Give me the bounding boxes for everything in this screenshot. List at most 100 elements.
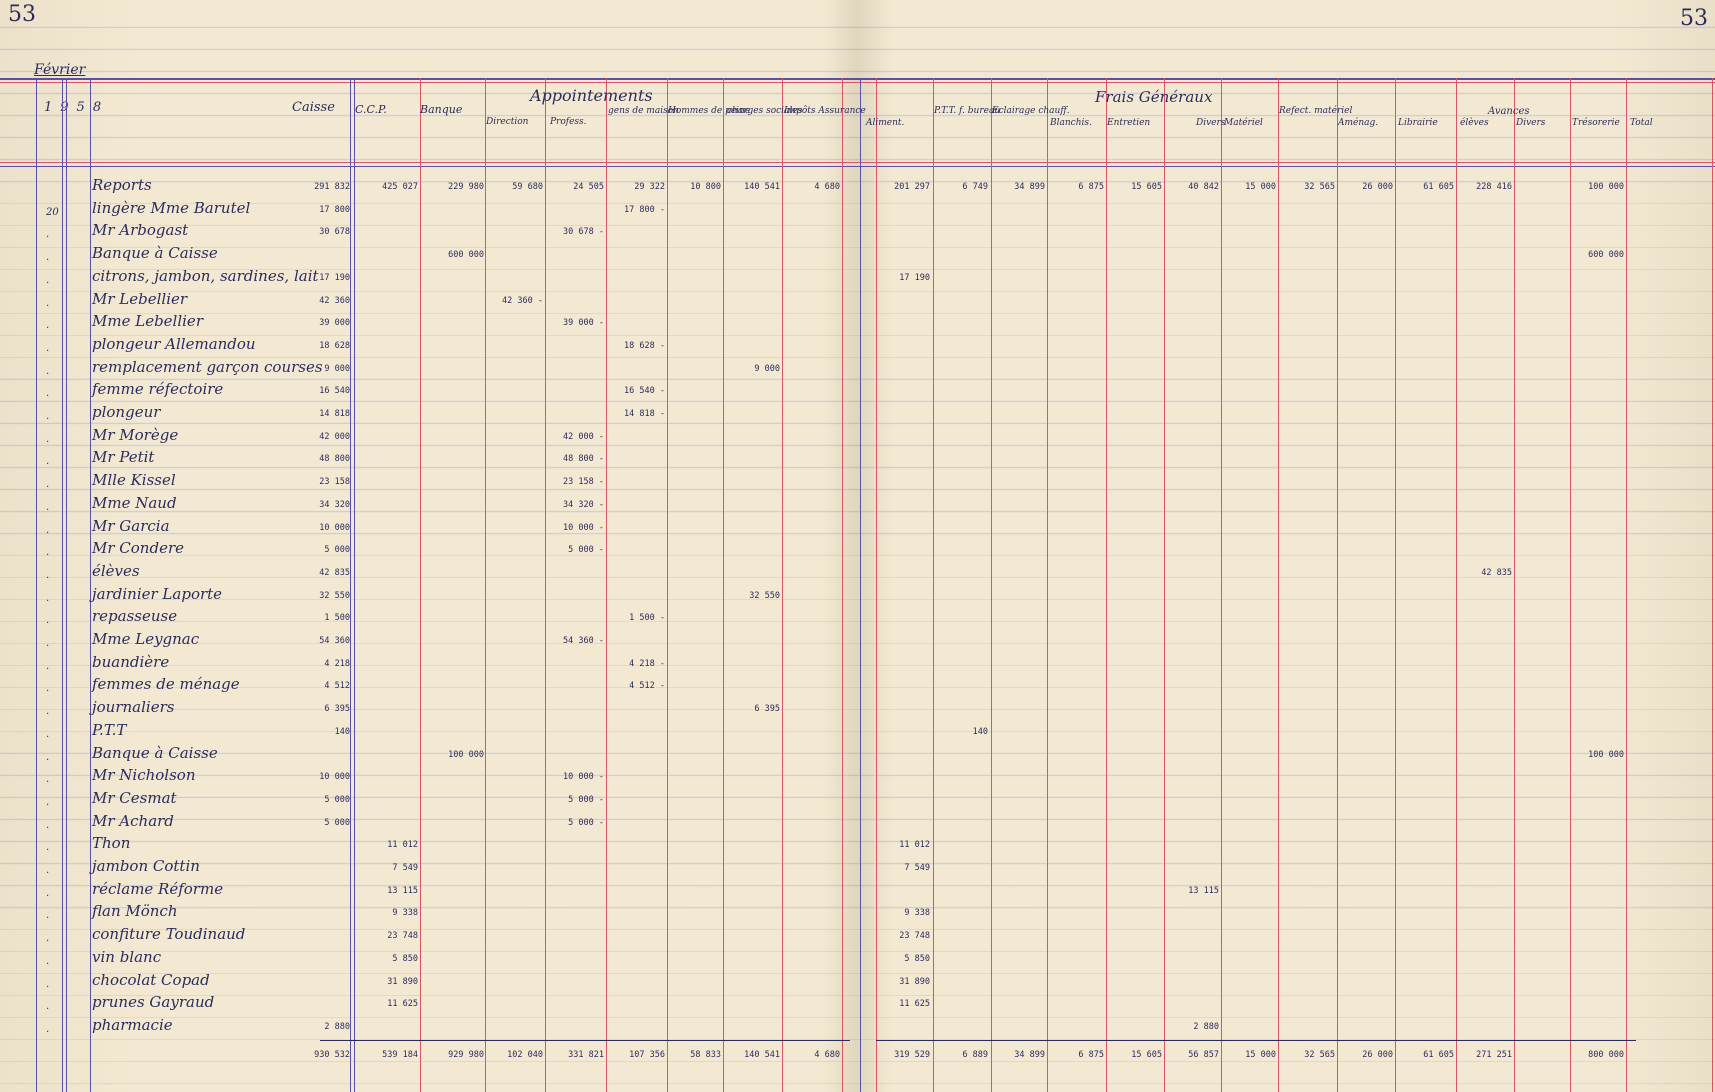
row-day: .	[46, 797, 50, 808]
aliment-header: Aliment.	[866, 118, 905, 128]
appointements-group-header: Appointements	[530, 86, 653, 105]
row-label: lingère Mme Barutel	[92, 199, 251, 217]
cell-profess: 54 360 -	[563, 636, 604, 646]
row-day: .	[46, 252, 50, 263]
row-label: jambon Cottin	[92, 857, 200, 875]
row-label: citrons, jambon, sardines, lait	[92, 267, 319, 285]
row-day: .	[46, 979, 50, 990]
column-rule-9	[606, 78, 607, 1092]
row-label: remplacement garçon courses	[92, 358, 323, 376]
column-rule-0	[36, 78, 37, 1092]
column-rule-20	[1164, 78, 1165, 1092]
row-day: .	[46, 615, 50, 626]
cell-ccp: 9 338	[392, 908, 418, 918]
row-label: Reports	[92, 176, 152, 194]
row-label: P.T.T	[92, 721, 127, 739]
column-rule-12	[782, 78, 783, 1092]
row-day: .	[46, 593, 50, 604]
cell-caisse: 4 512	[324, 681, 350, 691]
cell-gens: 17 800 -	[624, 205, 665, 215]
cell-gens: 14 818 -	[624, 409, 665, 419]
row-label: prunes Gayraud	[92, 993, 215, 1011]
total-banque: 929 980	[448, 1050, 484, 1060]
column-rule-23	[1337, 78, 1338, 1092]
totals-rule-right	[876, 1040, 1636, 1041]
cell-charges: 9 000	[754, 364, 780, 374]
cell-caisse: 34 320	[319, 500, 350, 510]
row-day: .	[46, 547, 50, 558]
row-label: plongeur	[92, 403, 161, 421]
cell-ccp: 31 890	[387, 977, 418, 987]
column-rule-26	[1514, 78, 1515, 1092]
profess-header: Profess.	[550, 117, 587, 127]
cell-aliment: 11 012	[899, 840, 930, 850]
column-rule-29	[1712, 78, 1713, 1092]
column-rule-2	[66, 78, 67, 1092]
cell-charges: 6 395	[754, 704, 780, 714]
eleves-header: élèves	[1460, 118, 1489, 128]
cell-ccp: 425 027	[382, 182, 418, 192]
column-rule-5	[354, 78, 355, 1092]
row-day: .	[46, 706, 50, 717]
cell-direction: 59 680	[512, 182, 543, 192]
row-label: femme réfectoire	[92, 380, 224, 398]
row-day: .	[46, 865, 50, 876]
cell-profess: 34 320 -	[563, 500, 604, 510]
cell-caisse: 42 000	[319, 432, 350, 442]
cell-caisse: 1 500	[324, 613, 350, 623]
row-day: .	[46, 320, 50, 331]
ptt-bureau-header: P.T.T. f. bureau	[934, 106, 1001, 116]
row-label: jardinier Laporte	[92, 585, 223, 603]
column-rule-4	[350, 78, 351, 1092]
header-rule-blue	[0, 166, 1715, 167]
row-day: .	[46, 525, 50, 536]
total-eclair: 34 899	[1014, 1050, 1045, 1060]
blanchissage-header: Blanchis.	[1050, 118, 1092, 128]
row-label: Mme Lebellier	[92, 312, 203, 330]
row-day: .	[46, 298, 50, 309]
entretien-header: Entretien	[1107, 118, 1151, 128]
row-label: pharmacie	[92, 1016, 173, 1034]
cell-profess: 30 678 -	[563, 227, 604, 237]
row-day: .	[46, 343, 50, 354]
cell-amenag: 26 000	[1362, 182, 1393, 192]
cell-ccp: 5 850	[392, 954, 418, 964]
cell-ccp: 11 625	[387, 999, 418, 1009]
row-label: élèves	[92, 562, 140, 580]
charges-sociales-header: charges sociales	[727, 106, 803, 116]
row-label: Mr Lebellier	[92, 290, 188, 308]
cell-profess: 39 000 -	[563, 318, 604, 328]
cell-peine: 10 800	[690, 182, 721, 192]
cell-eleves: 228 416	[1476, 182, 1512, 192]
cell-gens: 4 512 -	[629, 681, 665, 691]
row-label: Mlle Kissel	[92, 471, 176, 489]
row-day: .	[46, 479, 50, 490]
cell-treso: 100 000	[1588, 750, 1624, 760]
row-label: Mr Arbogast	[92, 221, 189, 239]
cell-aliment: 17 190	[899, 273, 930, 283]
cell-treso: 100 000	[1588, 182, 1624, 192]
column-rule-24	[1395, 78, 1396, 1092]
impots-header: Impôts Assurance	[784, 106, 866, 116]
cell-caisse: 140	[334, 727, 350, 737]
column-rule-18	[1047, 78, 1048, 1092]
cell-caisse: 9 000	[324, 364, 350, 374]
total-caisse: 930 532	[314, 1050, 350, 1060]
cell-ccp: 23 748	[387, 931, 418, 941]
cell-mat: 15 000	[1245, 182, 1276, 192]
left-page-number: 53	[8, 2, 36, 27]
cell-profess: 23 158 -	[563, 477, 604, 487]
column-rule-6	[420, 78, 421, 1092]
row-day: .	[46, 820, 50, 831]
cell-banque: 600 000	[448, 250, 484, 260]
total-ptt: 6 889	[962, 1050, 988, 1060]
cell-caisse: 16 540	[319, 386, 350, 396]
row-label: Mr Nicholson	[92, 766, 196, 784]
cell-charges: 32 550	[749, 591, 780, 601]
cell-profess: 10 000 -	[563, 523, 604, 533]
total-treso: 800 000	[1588, 1050, 1624, 1060]
cell-aliment: 7 549	[904, 863, 930, 873]
cell-caisse: 5 000	[324, 545, 350, 555]
cell-aliment: 23 748	[899, 931, 930, 941]
